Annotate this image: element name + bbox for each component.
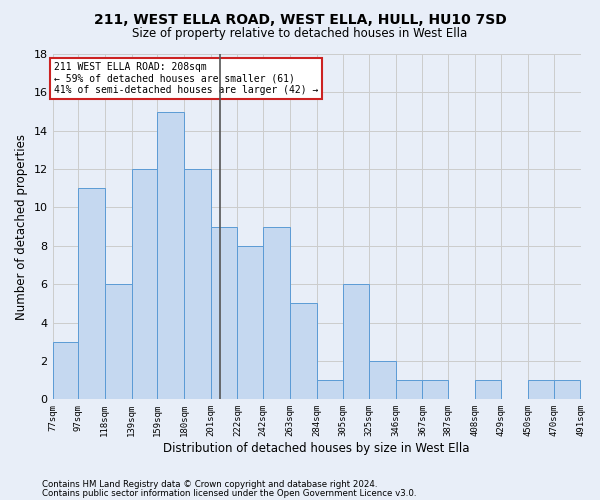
Bar bbox=[238, 246, 263, 400]
Bar bbox=[211, 226, 238, 400]
Bar bbox=[343, 284, 369, 400]
Bar bbox=[157, 112, 184, 400]
Text: 211 WEST ELLA ROAD: 208sqm
← 59% of detached houses are smaller (61)
41% of semi: 211 WEST ELLA ROAD: 208sqm ← 59% of deta… bbox=[54, 62, 318, 95]
Text: Size of property relative to detached houses in West Ella: Size of property relative to detached ho… bbox=[133, 28, 467, 40]
Bar bbox=[131, 169, 157, 400]
Text: Contains HM Land Registry data © Crown copyright and database right 2024.: Contains HM Land Registry data © Crown c… bbox=[42, 480, 377, 489]
Text: 211, WEST ELLA ROAD, WEST ELLA, HULL, HU10 7SD: 211, WEST ELLA ROAD, WEST ELLA, HULL, HU… bbox=[94, 12, 506, 26]
Text: Contains public sector information licensed under the Open Government Licence v3: Contains public sector information licen… bbox=[42, 490, 416, 498]
Bar bbox=[184, 169, 211, 400]
Bar bbox=[105, 284, 131, 400]
Bar bbox=[369, 361, 395, 400]
Bar bbox=[53, 342, 78, 400]
Bar bbox=[528, 380, 554, 400]
Bar bbox=[395, 380, 422, 400]
Bar bbox=[475, 380, 502, 400]
Bar bbox=[290, 304, 317, 400]
Y-axis label: Number of detached properties: Number of detached properties bbox=[15, 134, 28, 320]
Bar bbox=[263, 226, 290, 400]
Bar bbox=[78, 188, 105, 400]
Bar bbox=[554, 380, 580, 400]
Bar bbox=[422, 380, 448, 400]
Bar bbox=[317, 380, 343, 400]
X-axis label: Distribution of detached houses by size in West Ella: Distribution of detached houses by size … bbox=[163, 442, 470, 455]
